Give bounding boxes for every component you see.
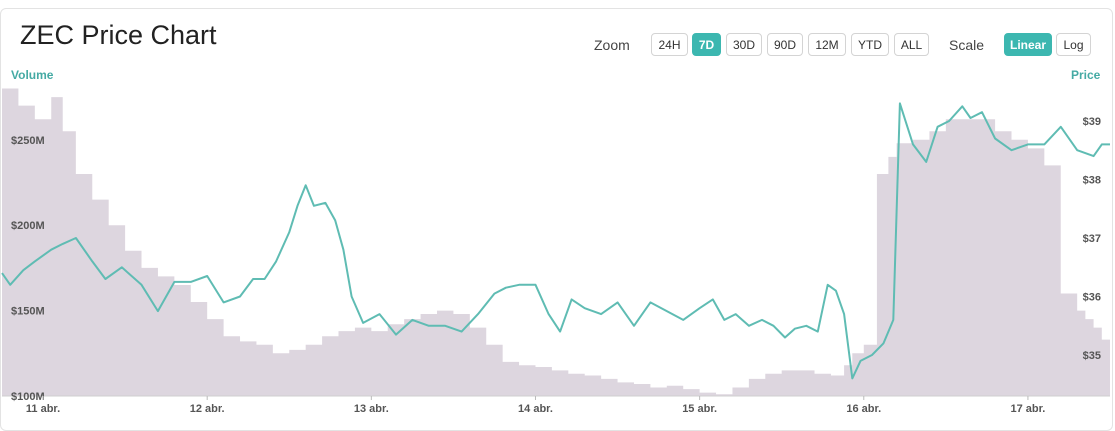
x-tick-label: 11 abr. <box>26 403 60 415</box>
price-axis-title: Price <box>1071 68 1101 82</box>
volume-tick-label: $100M <box>11 391 45 403</box>
x-tick-label: 15 abr. <box>682 403 717 415</box>
volume-axis-title: Volume <box>11 68 54 82</box>
price-tick-label: $39 <box>1083 116 1101 128</box>
volume-tick-label: $200M <box>11 220 45 232</box>
zoom-label: Zoom <box>594 37 630 53</box>
x-tick-label: 12 abr. <box>190 403 225 415</box>
zoom-button-12m[interactable]: 12M <box>808 33 846 56</box>
price-tick-label: $36 <box>1083 292 1101 304</box>
scale-label: Scale <box>949 37 985 53</box>
zoom-button-7d[interactable]: 7D <box>692 33 721 56</box>
x-tick-label: 14 abr. <box>518 403 553 415</box>
zoom-button-ytd[interactable]: YTD <box>851 33 889 56</box>
x-tick-label: 16 abr. <box>846 403 881 415</box>
price-line <box>1 102 1110 380</box>
price-tick-label: $37 <box>1083 233 1101 245</box>
zoom-button-90d[interactable]: 90D <box>767 33 803 56</box>
price-tick-label: $38 <box>1083 174 1101 186</box>
zoom-button-30d[interactable]: 30D <box>726 33 762 56</box>
x-tick-label: 17 abr. <box>1010 403 1045 415</box>
x-tick-label: 13 abr. <box>354 403 389 415</box>
price-tick-label: $35 <box>1083 350 1101 362</box>
scale-button-linear[interactable]: Linear <box>1004 33 1052 56</box>
volume-area <box>2 88 1110 397</box>
zoom-button-24h[interactable]: 24H <box>651 33 688 56</box>
volume-tick-label: $250M <box>11 135 45 147</box>
zoom-button-all[interactable]: ALL <box>894 33 929 56</box>
scale-button-log[interactable]: Log <box>1056 33 1091 56</box>
chart-title: ZEC Price Chart <box>20 20 217 50</box>
volume-tick-label: $150M <box>11 306 45 318</box>
